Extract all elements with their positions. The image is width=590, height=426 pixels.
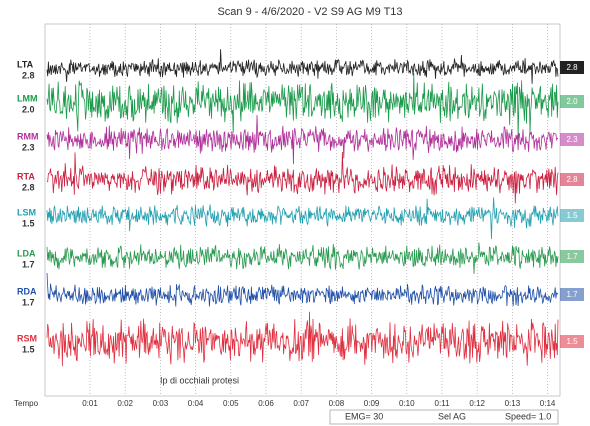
gain-box-label: 2.8 [566,175,578,184]
gain-box [560,335,584,348]
channel-name: LMM [17,93,38,103]
channel-gain: 1.5 [22,218,35,228]
emg-trace [46,272,559,307]
channel-name: RDA [17,286,37,296]
time-tick-label: 0:11 [435,399,451,408]
footer-emg: EMG= 30 [345,411,383,421]
time-tick-label: 0:12 [469,399,485,408]
channel-gain: 2.8 [22,182,35,192]
time-tick-label: 0:08 [329,399,345,408]
gain-box-label: 2.8 [566,63,578,72]
time-label: Tempo [14,399,39,408]
time-tick-label: 0:01 [82,399,98,408]
channel-name: RSM [17,333,37,343]
gain-box-label: 1.5 [566,337,578,346]
footer-box [329,409,559,425]
time-tick-label: 0:13 [505,399,521,408]
gain-box [560,209,584,222]
gain-box-label: 2.0 [566,97,578,106]
emg-trace [46,73,559,139]
emg-trace [46,197,559,240]
channel-name: LDA [17,248,36,258]
gain-box-label: 1.7 [566,252,578,261]
channel-name: LTA [17,59,34,69]
gain-box [560,288,584,301]
gain-box [560,250,584,263]
gain-box [560,173,584,186]
footer-sel: Sel AG [438,411,466,421]
channel-gain: 1.5 [22,344,35,354]
time-tick-label: 0:02 [117,399,133,408]
gain-box [560,95,584,108]
channel-gain: 1.7 [22,297,35,307]
emg-trace [46,49,559,84]
gain-box-label: 1.7 [566,290,578,299]
emg-trace [46,311,559,367]
gain-box [560,133,584,146]
time-tick-label: 0:10 [399,399,415,408]
emg-trace [46,242,559,274]
time-tick-label: 0:14 [540,399,556,408]
channel-gain: 2.8 [22,70,35,80]
channel-name: RMM [17,131,39,141]
time-tick-label: 0:07 [293,399,309,408]
annotation: Ip di occhiali protesi [160,375,239,385]
gain-box [560,61,584,74]
channel-gain: 2.0 [22,104,35,114]
time-tick-label: 0:05 [223,399,239,408]
gain-box-label: 1.5 [566,211,578,220]
channel-name: RTA [17,171,35,181]
time-tick-label: 0:04 [188,399,204,408]
title: Scan 9 - 4/6/2020 - V2 S9 AG M9 T13 [217,6,402,18]
channel-gain: 1.7 [22,259,35,269]
time-tick-label: 0:03 [153,399,169,408]
channel-name: LSM [17,207,36,217]
gain-box-label: 2.3 [566,135,578,144]
time-tick-label: 0:06 [258,399,274,408]
emg-trace [46,151,559,204]
emg-trace [46,115,559,165]
footer-speed: Speed= 1.0 [505,411,551,421]
channel-gain: 2.3 [22,142,35,152]
time-tick-label: 0:09 [364,399,380,408]
